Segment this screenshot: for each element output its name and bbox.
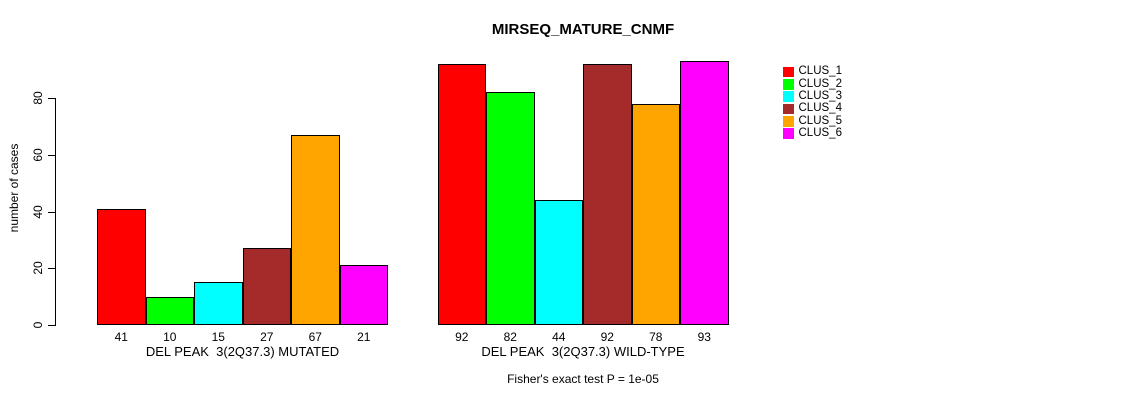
bar-clus_2-group2	[486, 92, 535, 325]
fisher-test-annotation: Fisher's exact test P = 1e-05	[507, 372, 659, 386]
legend-swatch-clus_2	[783, 79, 794, 90]
y-tick-mark	[48, 98, 55, 99]
bar-clus_3-group2	[534, 200, 583, 325]
bar-value-label: 27	[260, 330, 274, 344]
bar-value-label: 41	[114, 330, 128, 344]
bar-clus_2-group1	[145, 296, 194, 325]
bar-value-label: 10	[163, 330, 177, 344]
bar-value-label: 78	[649, 330, 663, 344]
legend-item: CLUS_6	[783, 127, 842, 139]
legend-label: CLUS_5	[798, 114, 842, 127]
bar-clus_6-group1	[339, 265, 388, 325]
legend-swatch-clus_1	[783, 66, 794, 78]
bar-clus_1-group1	[97, 208, 146, 325]
bar-value-label: 82	[503, 330, 517, 344]
legend-label: CLUS_6	[798, 126, 842, 139]
bar-value-label: 93	[697, 330, 711, 344]
bar-clus_3-group1	[194, 282, 243, 325]
y-tick-mark	[48, 325, 55, 326]
group-label: DEL PEAK 3(2Q37.3) WILD-TYPE	[481, 344, 685, 359]
bar-clus_5-group2	[631, 103, 680, 325]
legend-item: CLUS_3	[783, 89, 842, 103]
bar-value-label: 92	[455, 330, 469, 344]
legend-item: CLUS_2	[783, 78, 842, 90]
bar-clus_5-group1	[291, 134, 340, 325]
bar-value-label: 15	[211, 330, 225, 344]
bar-clus_4-group2	[583, 63, 632, 325]
legend-label: CLUS_2	[798, 77, 842, 90]
y-tick-label: 60	[31, 148, 45, 162]
legend: CLUS_1 CLUS_2 CLUS_3 CLUS_4 CLUS_5 CLUS_6	[783, 66, 842, 140]
legend-label: CLUS_3	[798, 89, 842, 102]
legend-item: CLUS_1	[783, 66, 842, 78]
y-tick-mark	[48, 268, 55, 270]
legend-swatch-clus_6	[783, 128, 794, 139]
legend-item: CLUS_5	[783, 115, 842, 127]
legend-swatch-clus_5	[783, 116, 794, 127]
bar-clus_6-group2	[680, 61, 729, 325]
y-axis-label: number of cases	[7, 143, 21, 233]
y-tick-mark	[48, 211, 55, 213]
y-tick-label: 40	[31, 204, 45, 219]
legend-item: CLUS_4	[783, 103, 842, 115]
group-label: DEL PEAK 3(2Q37.3) MUTATED	[145, 344, 340, 359]
legend-label: CLUS_1	[798, 65, 842, 78]
chart-title: MIRSEQ_MATURE_CNMF	[491, 21, 675, 38]
bar-clus_1-group2	[437, 63, 486, 325]
y-axis	[55, 98, 56, 326]
bar-clus_4-group1	[242, 248, 291, 325]
y-tick-label: 80	[31, 91, 45, 105]
y-tick-label: 20	[31, 261, 45, 275]
legend-swatch-clus_3	[783, 91, 794, 102]
bar-value-label: 67	[308, 330, 322, 344]
bar-value-label: 92	[600, 330, 614, 344]
bar-value-label: 44	[552, 330, 566, 344]
bar-value-label: 21	[357, 330, 371, 344]
y-tick-mark	[48, 154, 55, 156]
legend-label: CLUS_4	[798, 102, 842, 115]
legend-swatch-clus_4	[783, 103, 794, 115]
y-tick-label: 0	[31, 321, 45, 329]
